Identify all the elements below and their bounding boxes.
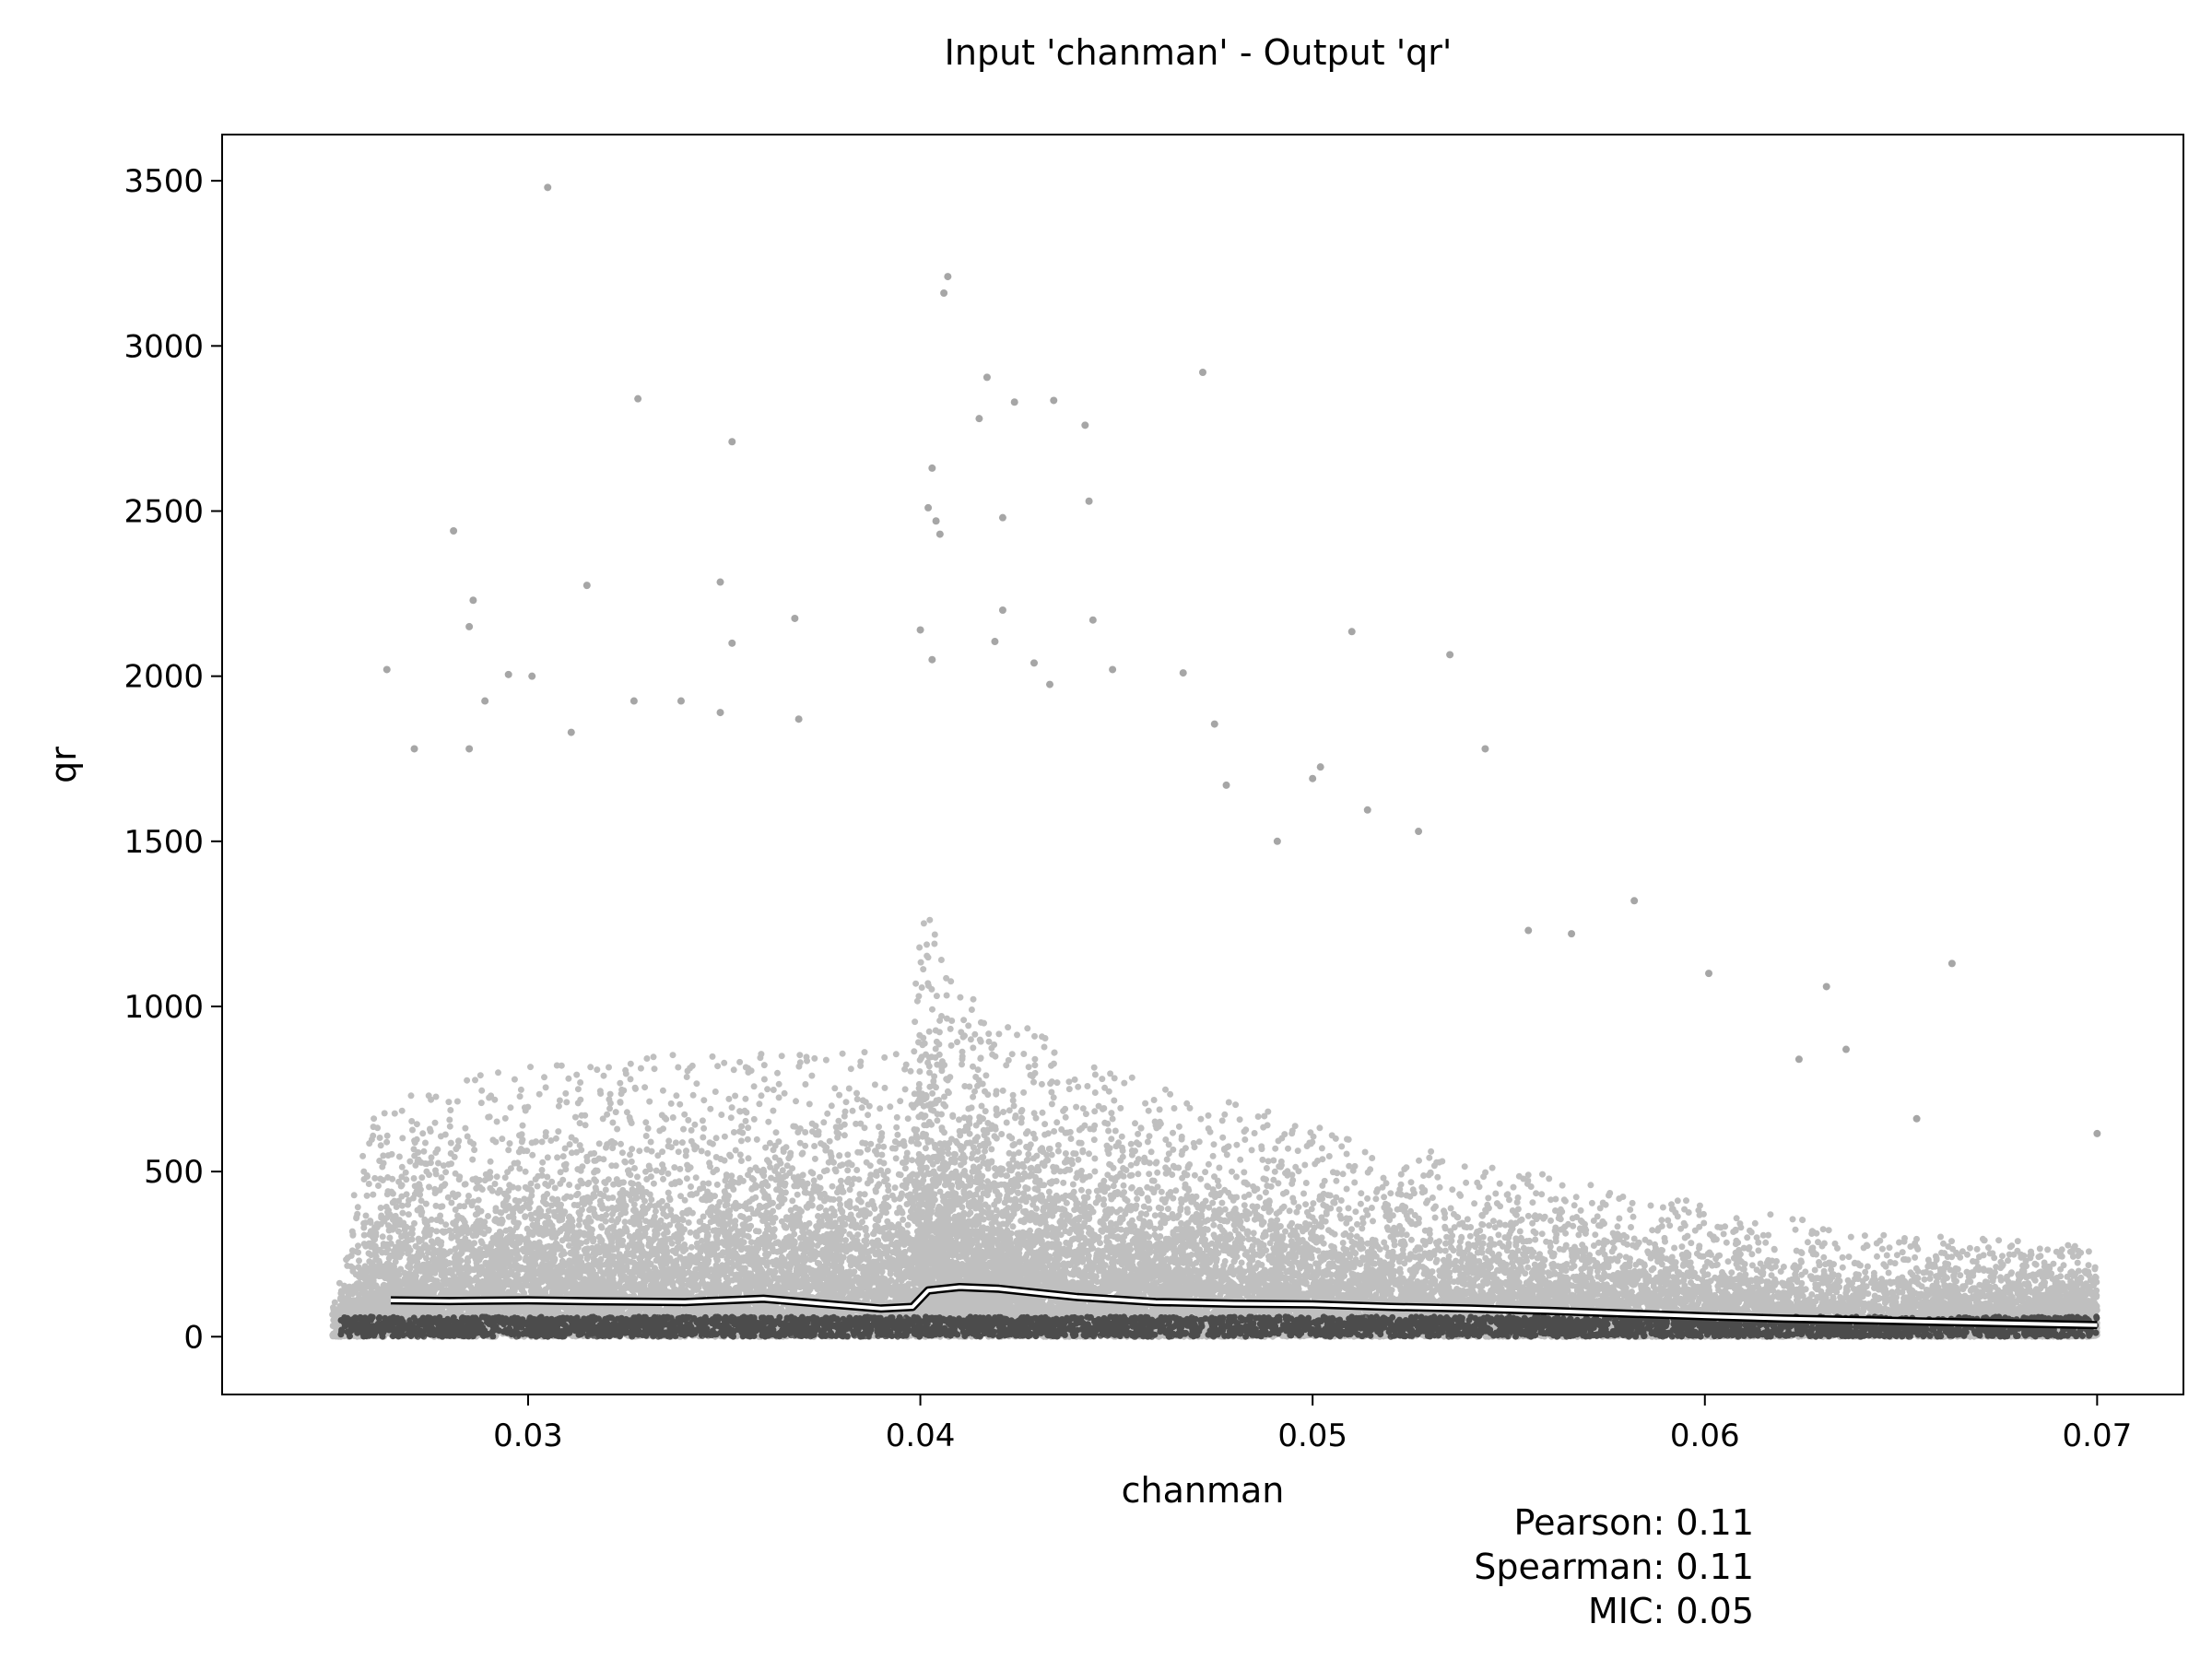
y-axis-label: qr bbox=[43, 747, 84, 783]
x-axis-ticks: 0.03 0.04 0.05 0.06 0.07 bbox=[493, 1394, 2132, 1454]
scatter-point bbox=[982, 373, 991, 382]
y-tick-label: 2500 bbox=[124, 493, 204, 530]
mic-stat: MIC: 0.05 bbox=[1588, 1591, 1754, 1631]
scatter-point bbox=[928, 464, 936, 472]
scatter-point bbox=[975, 415, 983, 423]
scatter-point bbox=[1705, 970, 1713, 978]
scatter-point bbox=[1010, 398, 1018, 406]
scatter-point bbox=[924, 503, 933, 512]
scatter-point bbox=[629, 697, 638, 705]
scatter-point bbox=[935, 530, 944, 538]
scatter-point bbox=[1085, 497, 1093, 505]
scatter-point bbox=[1794, 1055, 1803, 1064]
y-tick-label: 2000 bbox=[124, 659, 204, 696]
scatter-point bbox=[1524, 926, 1533, 935]
scatter-point bbox=[1822, 982, 1830, 991]
pearson-stat: Pearson: 0.11 bbox=[1514, 1502, 1754, 1543]
x-tick-label: 0.06 bbox=[1670, 1418, 1740, 1454]
scatter-point bbox=[1179, 669, 1187, 677]
y-axis-ticks: 0 500 1000 1500 2000 2500 3000 3500 bbox=[124, 163, 222, 1356]
trend-line-path bbox=[390, 1285, 2098, 1327]
scatter-point bbox=[1363, 806, 1371, 814]
scatter-points-outliers bbox=[382, 183, 2101, 1137]
scatter-point bbox=[1316, 763, 1324, 771]
spearman-stat: Spearman: 0.11 bbox=[1474, 1547, 1754, 1587]
scatter-point bbox=[2093, 1129, 2101, 1137]
x-tick-label: 0.05 bbox=[1277, 1418, 1347, 1454]
scatter-point bbox=[998, 606, 1006, 614]
y-tick-label: 0 bbox=[183, 1319, 204, 1356]
scatter-point bbox=[716, 578, 724, 586]
scatter-point bbox=[469, 596, 477, 605]
y-tick-label: 1000 bbox=[124, 989, 204, 1026]
scatter-point bbox=[728, 639, 736, 647]
scatter-point bbox=[791, 614, 799, 622]
scatter-point bbox=[504, 670, 512, 678]
scatter-point bbox=[928, 655, 936, 664]
scatter-point bbox=[1630, 897, 1639, 905]
scatter-point bbox=[1109, 665, 1117, 674]
x-tick-label: 0.07 bbox=[2063, 1418, 2133, 1454]
scatter-point bbox=[1841, 1045, 1850, 1053]
scatter-point bbox=[932, 517, 940, 525]
scatter-point bbox=[481, 697, 489, 705]
scatter-point-cloud bbox=[329, 916, 2100, 1340]
scatter-point bbox=[1199, 368, 1206, 376]
scatter-point bbox=[1446, 651, 1454, 659]
scatter-point bbox=[1415, 828, 1423, 836]
scatter-point bbox=[1046, 680, 1054, 688]
scatter-point bbox=[1347, 628, 1356, 636]
scatter-point bbox=[450, 526, 458, 535]
x-axis-label: chanman bbox=[1122, 1470, 1285, 1511]
scatter-point bbox=[544, 183, 552, 192]
scatter-point bbox=[1222, 781, 1230, 789]
scatter-point bbox=[1947, 959, 1956, 968]
y-tick-label: 500 bbox=[144, 1154, 204, 1191]
scatter-point bbox=[1210, 720, 1218, 728]
scatter-point bbox=[940, 288, 948, 297]
scatter-point bbox=[410, 745, 418, 753]
scatter-point bbox=[716, 709, 724, 717]
scatter-point bbox=[465, 622, 474, 630]
scatter-point bbox=[944, 273, 952, 281]
scatter-point bbox=[1568, 930, 1576, 938]
chart-title: Input 'chanman' - Output 'qr' bbox=[945, 32, 1453, 73]
scatter-point bbox=[1309, 774, 1317, 782]
stats-annotation: Pearson: 0.11 Spearman: 0.11 MIC: 0.05 bbox=[1474, 1502, 1754, 1631]
scatter-point bbox=[794, 715, 803, 724]
x-tick-label: 0.04 bbox=[886, 1418, 956, 1454]
y-tick-label: 3500 bbox=[124, 163, 204, 200]
trend-line bbox=[390, 1283, 2098, 1330]
scatter-points-dense bbox=[329, 916, 2100, 1340]
scatter-point bbox=[1912, 1114, 1921, 1123]
x-tick-label: 0.03 bbox=[493, 1418, 563, 1454]
y-tick-label: 3000 bbox=[124, 328, 204, 365]
scatter-point bbox=[1273, 837, 1281, 845]
scatter-point bbox=[634, 394, 642, 403]
scatter-point bbox=[1481, 745, 1489, 753]
scatter-point bbox=[1030, 659, 1038, 667]
plot-frame bbox=[221, 134, 2184, 1395]
scatter-point bbox=[567, 728, 575, 736]
scatter-point bbox=[916, 626, 924, 634]
scatter-point bbox=[1081, 421, 1089, 429]
y-tick-label: 1500 bbox=[124, 824, 204, 861]
scatter-point bbox=[728, 438, 736, 446]
scatter-point bbox=[382, 665, 391, 674]
scatter-point bbox=[528, 672, 536, 680]
scatter-point bbox=[1088, 616, 1097, 624]
scatter-point bbox=[991, 638, 999, 646]
scatter-point bbox=[677, 697, 685, 705]
scatter-point bbox=[582, 582, 591, 590]
scatter-point bbox=[1050, 396, 1058, 405]
scatter-point bbox=[465, 745, 474, 753]
scatter-point bbox=[998, 513, 1006, 522]
